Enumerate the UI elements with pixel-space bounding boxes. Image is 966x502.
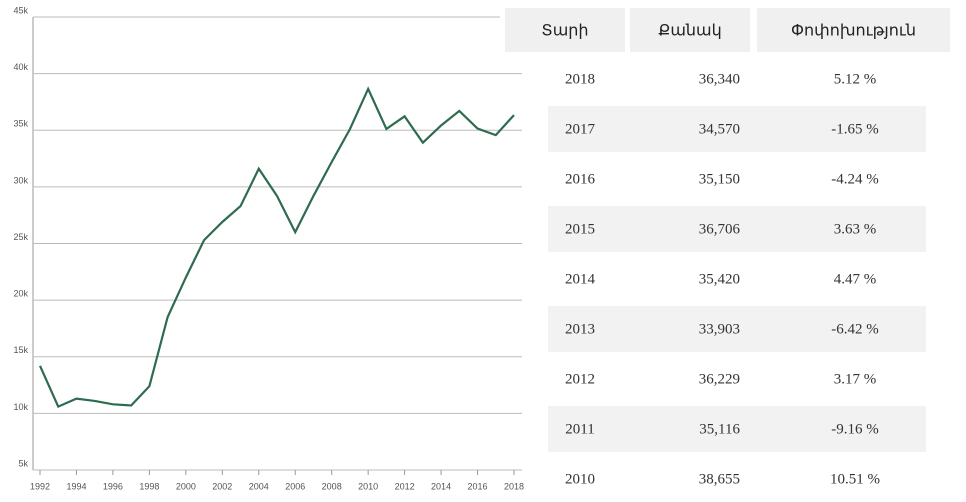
header-cell xyxy=(630,8,750,52)
y-tick-label: 45k xyxy=(13,5,28,15)
x-tick-label: 1998 xyxy=(139,481,159,491)
row-band xyxy=(548,406,926,452)
table-cell: 2017 xyxy=(565,121,596,137)
row-band xyxy=(548,106,926,152)
x-tick-label: 2006 xyxy=(285,481,305,491)
x-tick-label: 2008 xyxy=(322,481,342,491)
table-cell: 3.17 % xyxy=(834,371,877,387)
table-cell: 35,116 xyxy=(699,421,740,437)
table-cell: 36,340 xyxy=(699,71,740,87)
header-cell xyxy=(757,8,950,52)
row-band xyxy=(548,306,926,352)
table-cell: 2018 xyxy=(565,71,595,87)
x-tick-label: 2016 xyxy=(468,481,488,491)
x-tick-label: 2018 xyxy=(504,481,524,491)
header-cell xyxy=(505,8,625,52)
x-tick-label: 1992 xyxy=(30,481,50,491)
x-tick-label: 2010 xyxy=(358,481,378,491)
x-tick-label: 1994 xyxy=(66,481,86,491)
table-cell: 4.47 % xyxy=(834,271,877,287)
row-band xyxy=(548,206,926,252)
x-tick-label: 2002 xyxy=(212,481,232,491)
table-cell: 3.63 % xyxy=(834,221,877,237)
header-text: Քանակ xyxy=(658,21,722,40)
table-cell: 35,150 xyxy=(699,171,740,187)
line xyxy=(38,86,515,409)
header-text: Տարի xyxy=(541,21,588,40)
table-cell: 33,903 xyxy=(699,321,740,337)
y-tick-label: 20k xyxy=(13,289,28,299)
table-cell: 35,420 xyxy=(699,271,740,287)
y-tick-label: 25k xyxy=(13,232,28,242)
table-cell: 2011 xyxy=(565,421,594,437)
table-cell: 38,655 xyxy=(699,471,740,487)
x-tick-label: 2014 xyxy=(431,481,451,491)
table-cell: 10.51 % xyxy=(830,471,880,487)
table-cell: 2014 xyxy=(565,271,596,287)
table-cell: 2013 xyxy=(565,321,595,337)
x-tick-label: 1996 xyxy=(103,481,123,491)
table-cell: 2015 xyxy=(565,221,595,237)
table-cell: -9.16 % xyxy=(831,421,879,437)
x-tick-label: 2000 xyxy=(176,481,196,491)
header-text: Փոփոխություն xyxy=(791,21,916,40)
table-cell: -6.42 % xyxy=(831,321,879,337)
x-tick-label: 2012 xyxy=(395,481,415,491)
table-cell: -1.65 % xyxy=(831,121,879,137)
y-tick-label: 40k xyxy=(13,62,28,72)
table-cell: 2010 xyxy=(565,471,595,487)
x-tick-label: 2004 xyxy=(249,481,269,491)
table-cell: 36,706 xyxy=(699,221,741,237)
y-tick-label: 35k xyxy=(13,119,28,129)
table-cell: 5.12 % xyxy=(834,71,877,87)
table-cell: 36,229 xyxy=(699,371,740,387)
y-tick-label: 5k xyxy=(18,458,28,468)
table-cell: 2012 xyxy=(565,371,595,387)
table-cell: -4.24 % xyxy=(831,171,879,187)
y-tick-label: 15k xyxy=(13,345,28,355)
y-tick-label: 10k xyxy=(13,402,28,412)
table-cell: 34,570 xyxy=(699,121,740,137)
table-cell: 2016 xyxy=(565,171,596,187)
y-tick-label: 30k xyxy=(13,175,28,185)
